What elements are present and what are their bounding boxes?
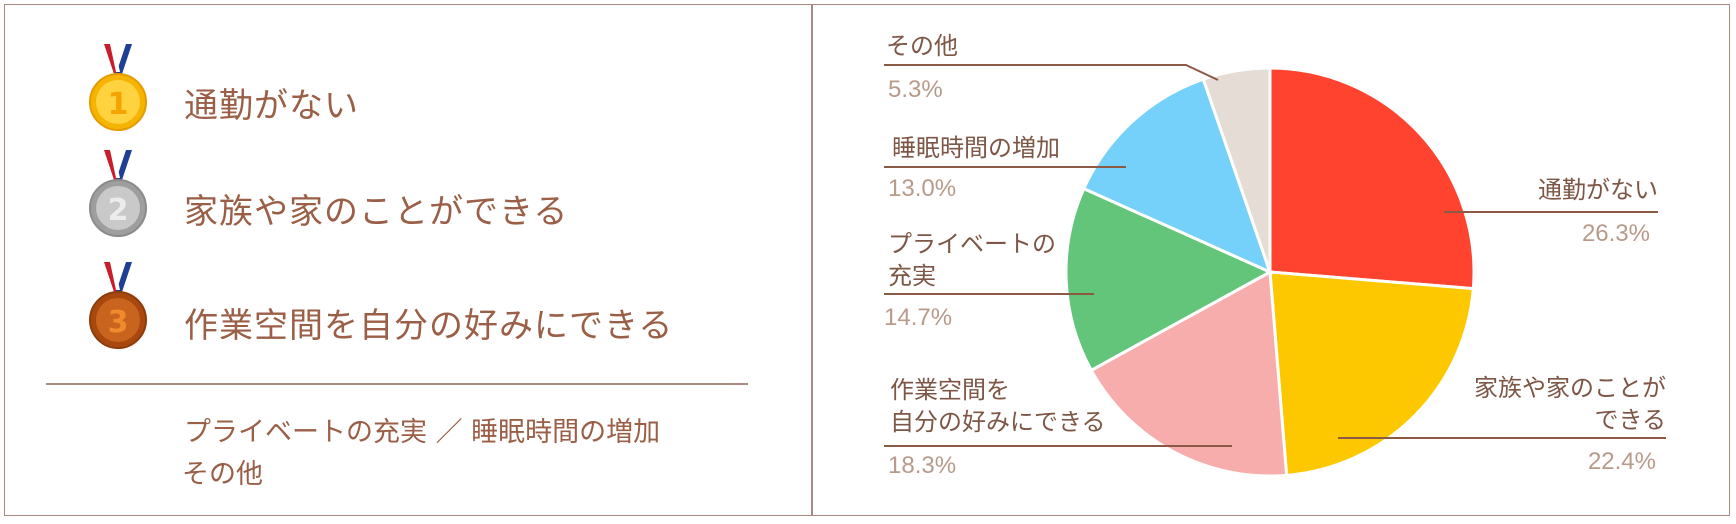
label-other: その他 [886, 32, 958, 60]
leader-line-other [884, 64, 1219, 81]
rank-item-3: 3 作業空間を自分の好みにできる [86, 260, 766, 349]
label-workspace-2: 自分の好みにできる [890, 408, 1106, 436]
pct-family: 22.4% [1587, 448, 1656, 475]
pie-slice-family [1268, 270, 1475, 477]
rank-label: 家族や家のことができる [184, 192, 569, 232]
pie-slice-sleep [1081, 77, 1273, 275]
label-workspace-1: 作業空間を [890, 376, 1010, 404]
label-family-1: 家族や家のことが [1474, 374, 1666, 402]
pct-sleep: 13.0% [888, 175, 957, 202]
bronze-medal-icon: 3 [89, 262, 147, 349]
medal-number: 3 [108, 305, 129, 340]
pie-slice-other [1201, 66, 1272, 273]
pct-workspace: 18.3% [888, 452, 957, 479]
others-line-2: その他 [182, 459, 263, 490]
label-commute: 通勤がない [1538, 176, 1658, 204]
silver-medal-icon: 2 [89, 150, 147, 237]
medal-number: 2 [108, 193, 129, 228]
rank-item-2: 2 家族や家のことができる [86, 148, 766, 237]
pct-private: 14.7% [884, 304, 953, 331]
pct-other: 5.3% [888, 76, 943, 103]
pie-slice-private [1064, 186, 1274, 373]
label-family-2: できる [1594, 406, 1666, 434]
label-private-2: 充実 [888, 262, 936, 290]
rank-item-1: 1 通勤がない [86, 42, 766, 131]
others-line-1: プライベートの充実 ／ 睡眠時間の増加 [184, 417, 661, 448]
panel-divider [811, 4, 813, 516]
label-private-1: プライベートの [888, 230, 1056, 258]
pie-slice-workspace [1089, 269, 1289, 478]
label-sleep: 睡眠時間の増加 [892, 134, 1060, 162]
gold-medal-icon: 1 [89, 44, 147, 131]
medal-number: 1 [108, 87, 129, 122]
panel-rule [46, 383, 748, 385]
pct-commute: 26.3% [1581, 220, 1650, 247]
outer-frame [4, 4, 1730, 516]
pie-slice-commute [1268, 66, 1476, 291]
rank-label: 作業空間を自分の好みにできる [184, 306, 674, 346]
rank-label: 通勤がない [184, 86, 359, 126]
